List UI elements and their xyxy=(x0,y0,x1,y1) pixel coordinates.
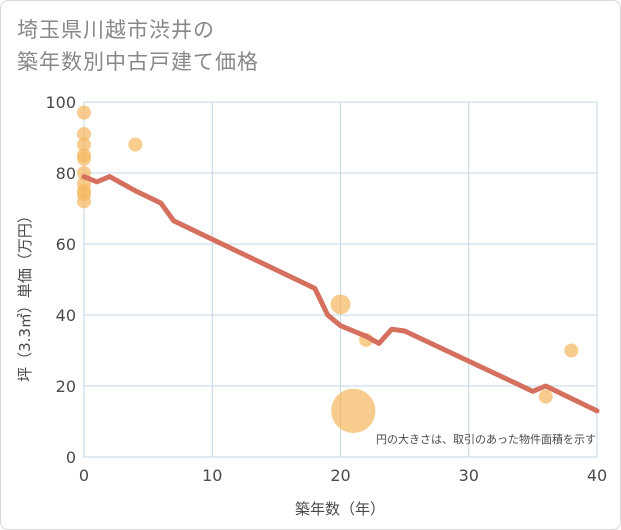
bubble-point xyxy=(77,194,91,209)
y-tick-label: 0 xyxy=(66,448,76,467)
x-tick-label: 0 xyxy=(79,466,89,485)
chart-title: 埼玉県川越市渋井の 築年数別中古戸建て価格 xyxy=(17,14,259,78)
bubble-point xyxy=(564,343,579,358)
bubble-point xyxy=(77,137,91,152)
y-tick-label: 20 xyxy=(56,377,76,396)
bubble-point xyxy=(77,105,91,120)
bubble-point xyxy=(128,137,143,152)
chart-title-line1: 埼玉県川越市渋井の xyxy=(17,18,215,42)
bubble-size-note: 円の大きさは、取引のあった物件面積を示す xyxy=(376,432,596,446)
y-axis-title: 坪（3.3㎡）単価（万円） xyxy=(16,208,34,382)
bubble-point xyxy=(77,151,91,166)
x-tick-label: 10 xyxy=(202,466,222,485)
x-tick-label: 30 xyxy=(459,466,479,485)
y-tick-label: 80 xyxy=(56,164,76,183)
bubble-layer xyxy=(77,105,579,433)
tick-labels: 0 10 20 30 40 0 20 40 60 80 100 xyxy=(45,93,607,485)
trend-line xyxy=(81,174,600,414)
y-tick-label: 60 xyxy=(56,235,76,254)
grid-lines xyxy=(83,101,598,458)
bubble-point xyxy=(330,294,351,315)
x-axis-title: 築年数（年） xyxy=(295,500,385,518)
bubble-point xyxy=(538,389,553,404)
x-tick-label: 40 xyxy=(587,466,607,485)
y-tick-label: 100 xyxy=(45,93,76,112)
bubble-point xyxy=(331,388,376,433)
y-tick-label: 40 xyxy=(56,306,76,325)
bubble-point xyxy=(77,126,91,141)
x-tick-label: 20 xyxy=(330,466,350,485)
chart-title-line2: 築年数別中古戸建て価格 xyxy=(17,50,259,74)
trend-line-layer xyxy=(81,174,600,414)
